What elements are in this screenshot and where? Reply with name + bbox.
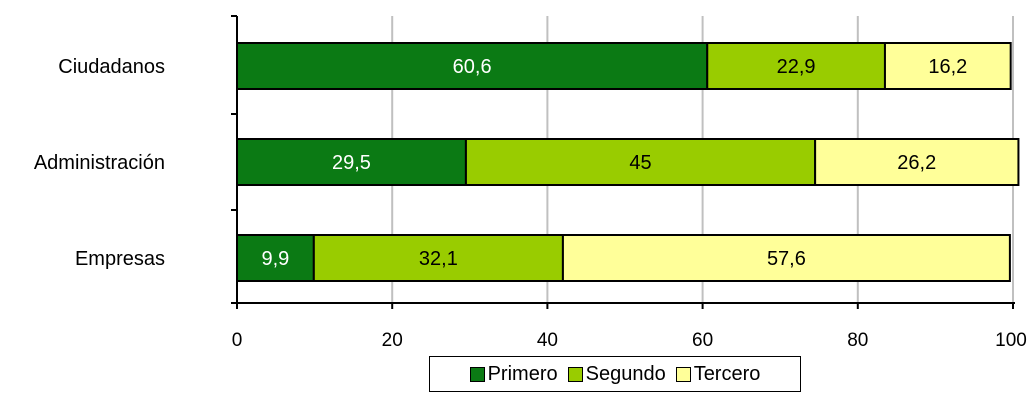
legend-swatch-tercero bbox=[675, 366, 691, 382]
category-label-2: Empresas bbox=[75, 248, 165, 270]
legend-item-segundo: Segundo bbox=[567, 362, 666, 386]
bar-primero-0 bbox=[236, 42, 709, 90]
data-label-segundo-0: 22,9 bbox=[777, 56, 816, 78]
legend-item-tercero: Tercero bbox=[675, 362, 761, 386]
x-tick-label-60: 60 bbox=[692, 330, 713, 351]
bar-primero-2 bbox=[236, 234, 315, 282]
bar-tercero-2 bbox=[561, 234, 1011, 282]
data-label-primero-1: 29,5 bbox=[332, 152, 371, 174]
data-label-primero-2: 9,9 bbox=[262, 248, 290, 270]
data-label-tercero-1: 26,2 bbox=[897, 152, 936, 174]
data-label-segundo-2: 32,1 bbox=[419, 248, 458, 270]
legend-label-tercero: Tercero bbox=[693, 362, 761, 385]
legend-label-segundo: Segundo bbox=[585, 362, 666, 385]
stacked-bar-chart: 60,6 22,9 16,2 Ciudadanos 29,5 45 26,2 Administ… bbox=[34, 15, 1027, 351]
x-tick-label-100: 100 bbox=[995, 330, 1027, 351]
data-label-tercero-0: 16,2 bbox=[928, 56, 967, 78]
x-tick-label-80: 80 bbox=[847, 330, 868, 351]
legend-swatch-primero bbox=[469, 366, 485, 382]
data-label-segundo-1: 45 bbox=[629, 152, 651, 174]
category-label-1: Administración bbox=[34, 152, 165, 174]
category-label-0: Ciudadanos bbox=[58, 56, 165, 78]
x-tick-label-0: 0 bbox=[232, 330, 243, 351]
legend-item-primero: Primero bbox=[469, 362, 558, 386]
bar-segundo-1 bbox=[464, 138, 817, 186]
data-label-tercero-2: 57,6 bbox=[767, 248, 806, 270]
bar-tercero-1 bbox=[814, 138, 1020, 186]
bar-tercero-0 bbox=[883, 42, 1012, 90]
legend-swatch-segundo bbox=[567, 366, 583, 382]
x-tick-label-40: 40 bbox=[537, 330, 558, 351]
legend-label-primero: Primero bbox=[487, 362, 558, 385]
data-label-primero-0: 60,6 bbox=[453, 56, 492, 78]
legend: Primero Segundo Tercero bbox=[429, 356, 801, 392]
x-tick-label-20: 20 bbox=[382, 330, 403, 351]
